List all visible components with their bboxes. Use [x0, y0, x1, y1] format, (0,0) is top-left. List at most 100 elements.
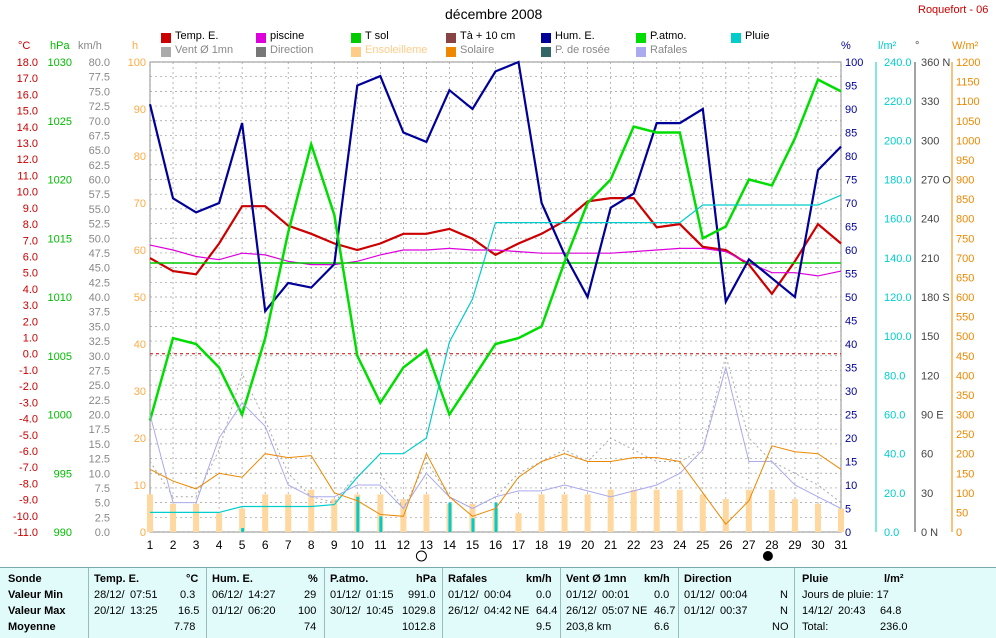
- temp-tick: 8.0: [23, 219, 38, 231]
- stats-gust-col: Rafales km/h 01/12/ 00:04 0.0 26/12/ 04:…: [442, 568, 561, 638]
- press-tick: 1000: [48, 410, 72, 422]
- gust-min-date: 01/12/: [448, 589, 479, 601]
- sun-tick: 60: [134, 245, 146, 257]
- gust-head: Rafales: [448, 573, 488, 585]
- dir-min-value: N: [780, 589, 788, 601]
- press-tick: 1030: [48, 57, 72, 69]
- hum-tick: 50: [845, 292, 857, 304]
- hum-min-time: 14:27: [248, 589, 276, 601]
- rain-tick: 100.0: [884, 331, 912, 343]
- press-max-value: 1029.8: [402, 605, 436, 617]
- temp-tick: -1.0: [19, 365, 38, 377]
- temp-tick: 15.0: [17, 106, 38, 118]
- gust-max-date: 26/12/: [448, 605, 479, 617]
- x-tick: 17: [512, 538, 526, 552]
- hum-tick: 65: [845, 222, 857, 234]
- temp-unit: °C: [186, 573, 199, 585]
- wind-tick: 52.5: [89, 219, 110, 231]
- rain-bar: [356, 496, 360, 532]
- x-tick: 28: [765, 538, 779, 552]
- sun-tick: 40: [134, 339, 146, 351]
- wind-max-value: 46.7: [654, 605, 676, 617]
- sun-tick: 0: [140, 527, 146, 539]
- temp-min-time: 07:51: [130, 589, 158, 601]
- temp-tick: -9.0: [19, 495, 38, 507]
- gust-max-value: 64.4: [536, 605, 558, 617]
- wind-tick: 0.0: [95, 527, 110, 539]
- rain-max-time: 20:43: [838, 605, 866, 617]
- temp-max-time: 13:25: [130, 605, 158, 617]
- unit-dir: °: [915, 40, 920, 52]
- sunshine-bar: [331, 499, 338, 532]
- sun-tick: 10: [134, 480, 146, 492]
- temp-tick: 16.0: [17, 89, 38, 101]
- wind-head: Vent Ø 1mn: [566, 573, 627, 585]
- solar-tick: 150: [956, 468, 974, 480]
- temp-tick: 2.0: [23, 316, 38, 328]
- sunshine-bar: [262, 494, 269, 532]
- legend-label: P.atmo.: [650, 30, 687, 42]
- dir-min-date: 01/12/: [684, 589, 715, 601]
- sunshine-bar: [699, 494, 706, 532]
- stats-wind-col: Vent Ø 1mn km/h 01/12/ 00:01 0.0 26/12/ …: [560, 568, 679, 638]
- temp-tick: 7.0: [23, 235, 38, 247]
- wind-tick: 72.5: [89, 101, 110, 113]
- rain-max-date: 14/12/: [802, 605, 833, 617]
- x-tick: 5: [239, 538, 246, 552]
- solar-tick: 1100: [956, 96, 980, 108]
- x-tick: 13: [420, 538, 434, 552]
- wind-tick: 75.0: [89, 86, 110, 98]
- legend-label: Solaire: [460, 44, 495, 56]
- rain-tick: 240.0: [884, 57, 912, 69]
- sunshine-bar: [538, 494, 545, 532]
- stats-panel: Sonde Valeur Min Valeur Max Moyenne Temp…: [0, 567, 996, 638]
- solar-tick: 1000: [956, 135, 980, 147]
- wind-avg-distance: 203,8 km: [566, 621, 612, 633]
- solar-tick: 100: [956, 488, 974, 500]
- press-tick: 990: [54, 527, 72, 539]
- rain-total-label: Total:: [802, 621, 829, 633]
- x-axis: 1 2 3 4 5 6 7 8 9 10 11 12 13 14 15 16 17 18 19 20 21 22 23 24 2…: [147, 538, 848, 562]
- press-tick: 1005: [48, 351, 72, 363]
- temp-tick: 6.0: [23, 251, 38, 263]
- legend-label: piscine: [270, 30, 305, 42]
- sunshine-bar: [423, 494, 430, 532]
- sun-tick: 70: [134, 198, 146, 210]
- hum-max-date: 01/12/: [212, 605, 243, 617]
- rain-tick: 40.0: [884, 449, 905, 461]
- hum-tick: 80: [845, 151, 857, 163]
- hum-tick: 10: [845, 480, 857, 492]
- temp-tick: -7.0: [19, 462, 38, 474]
- temp-tick: -2.0: [19, 381, 38, 393]
- sunshine-bar: [791, 499, 798, 532]
- solar-tick: 1050: [956, 116, 980, 128]
- rain-max-value: 64.8: [880, 605, 902, 617]
- hum-avg: 74: [304, 621, 317, 633]
- hum-unit: %: [308, 573, 318, 585]
- sunshine-bar: [561, 494, 568, 532]
- sunshine-bar: [469, 503, 476, 532]
- gust-unit: km/h: [526, 573, 552, 585]
- press-min-value: 991.0: [408, 589, 436, 601]
- x-tick: 30: [811, 538, 825, 552]
- stats-dir-col: Direction 01/12/ 00:04 N 01/12/ 00:37 N …: [678, 568, 795, 638]
- station-name: Roquefort - 06: [918, 4, 989, 16]
- x-tick: 7: [285, 538, 292, 552]
- sunshine-bar: [308, 489, 315, 532]
- dir-tick: 240: [921, 214, 939, 226]
- sunshine-bar: [768, 489, 775, 532]
- x-tick: 18: [535, 538, 549, 552]
- hum-tick: 60: [845, 245, 857, 257]
- wind-tick: 47.5: [89, 248, 110, 260]
- legend-swatch: [161, 33, 171, 43]
- hum-tick: 70: [845, 198, 857, 210]
- solar-tick: 400: [956, 370, 974, 382]
- solar-tick: 600: [956, 292, 974, 304]
- hum-tick: 100: [845, 57, 863, 69]
- dir-max-time: 00:37: [720, 605, 748, 617]
- temp-max-value: 16.5: [178, 605, 200, 617]
- wind-tick: 42.5: [89, 277, 110, 289]
- rain-bar: [379, 516, 383, 532]
- wind-unit: km/h: [644, 573, 670, 585]
- wind-min-date: 01/12/: [566, 589, 597, 601]
